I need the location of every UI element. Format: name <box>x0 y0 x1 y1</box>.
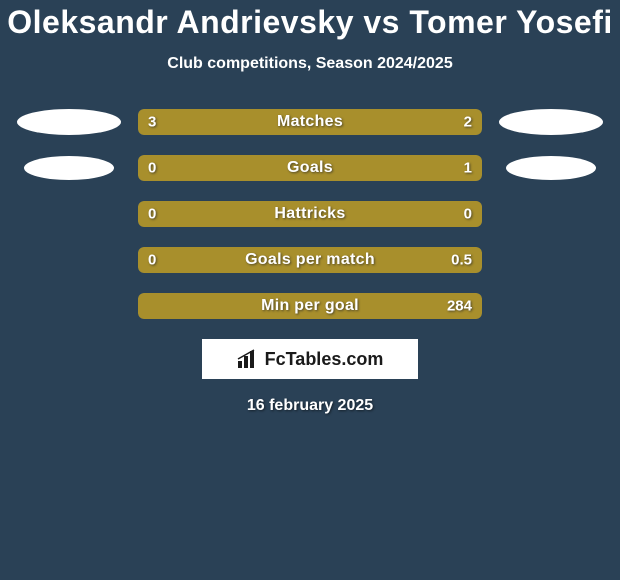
stat-bar: 01Goals <box>138 155 482 181</box>
stat-label: Matches <box>138 113 482 131</box>
logo-text: FcTables.com <box>265 349 384 370</box>
stat-bar: 00.5Goals per match <box>138 247 482 273</box>
stat-label: Min per goal <box>138 297 482 315</box>
stat-bar: 32Matches <box>138 109 482 135</box>
player2-marker <box>499 109 603 135</box>
side-right <box>482 109 620 135</box>
subtitle: Club competitions, Season 2024/2025 <box>0 55 620 73</box>
logo-box: FcTables.com <box>202 339 418 379</box>
stat-label: Hattricks <box>138 205 482 223</box>
stat-label: Goals per match <box>138 251 482 269</box>
stat-label: Goals <box>138 159 482 177</box>
stats-rows: 32Matches 01Goals 00Hattricks 00.5Goals per… <box>0 109 620 319</box>
bars-icon <box>237 349 259 369</box>
stat-row: 01Goals <box>0 155 620 181</box>
comparison-infographic: Oleksandr Andrievsky vs Tomer Yosefi Clu… <box>0 0 620 415</box>
stat-row: 00.5Goals per match <box>0 247 620 273</box>
player1-marker <box>24 156 114 180</box>
stat-row: 32Matches <box>0 109 620 135</box>
side-left <box>0 109 138 135</box>
page-title: Oleksandr Andrievsky vs Tomer Yosefi <box>0 4 620 41</box>
player1-marker <box>17 109 121 135</box>
stat-row: 00Hattricks <box>0 201 620 227</box>
date-label: 16 february 2025 <box>0 397 620 415</box>
stat-bar: 284Min per goal <box>138 293 482 319</box>
stat-bar: 00Hattricks <box>138 201 482 227</box>
side-left <box>0 156 138 180</box>
player2-marker <box>506 156 596 180</box>
stat-row: 284Min per goal <box>0 293 620 319</box>
side-right <box>482 156 620 180</box>
